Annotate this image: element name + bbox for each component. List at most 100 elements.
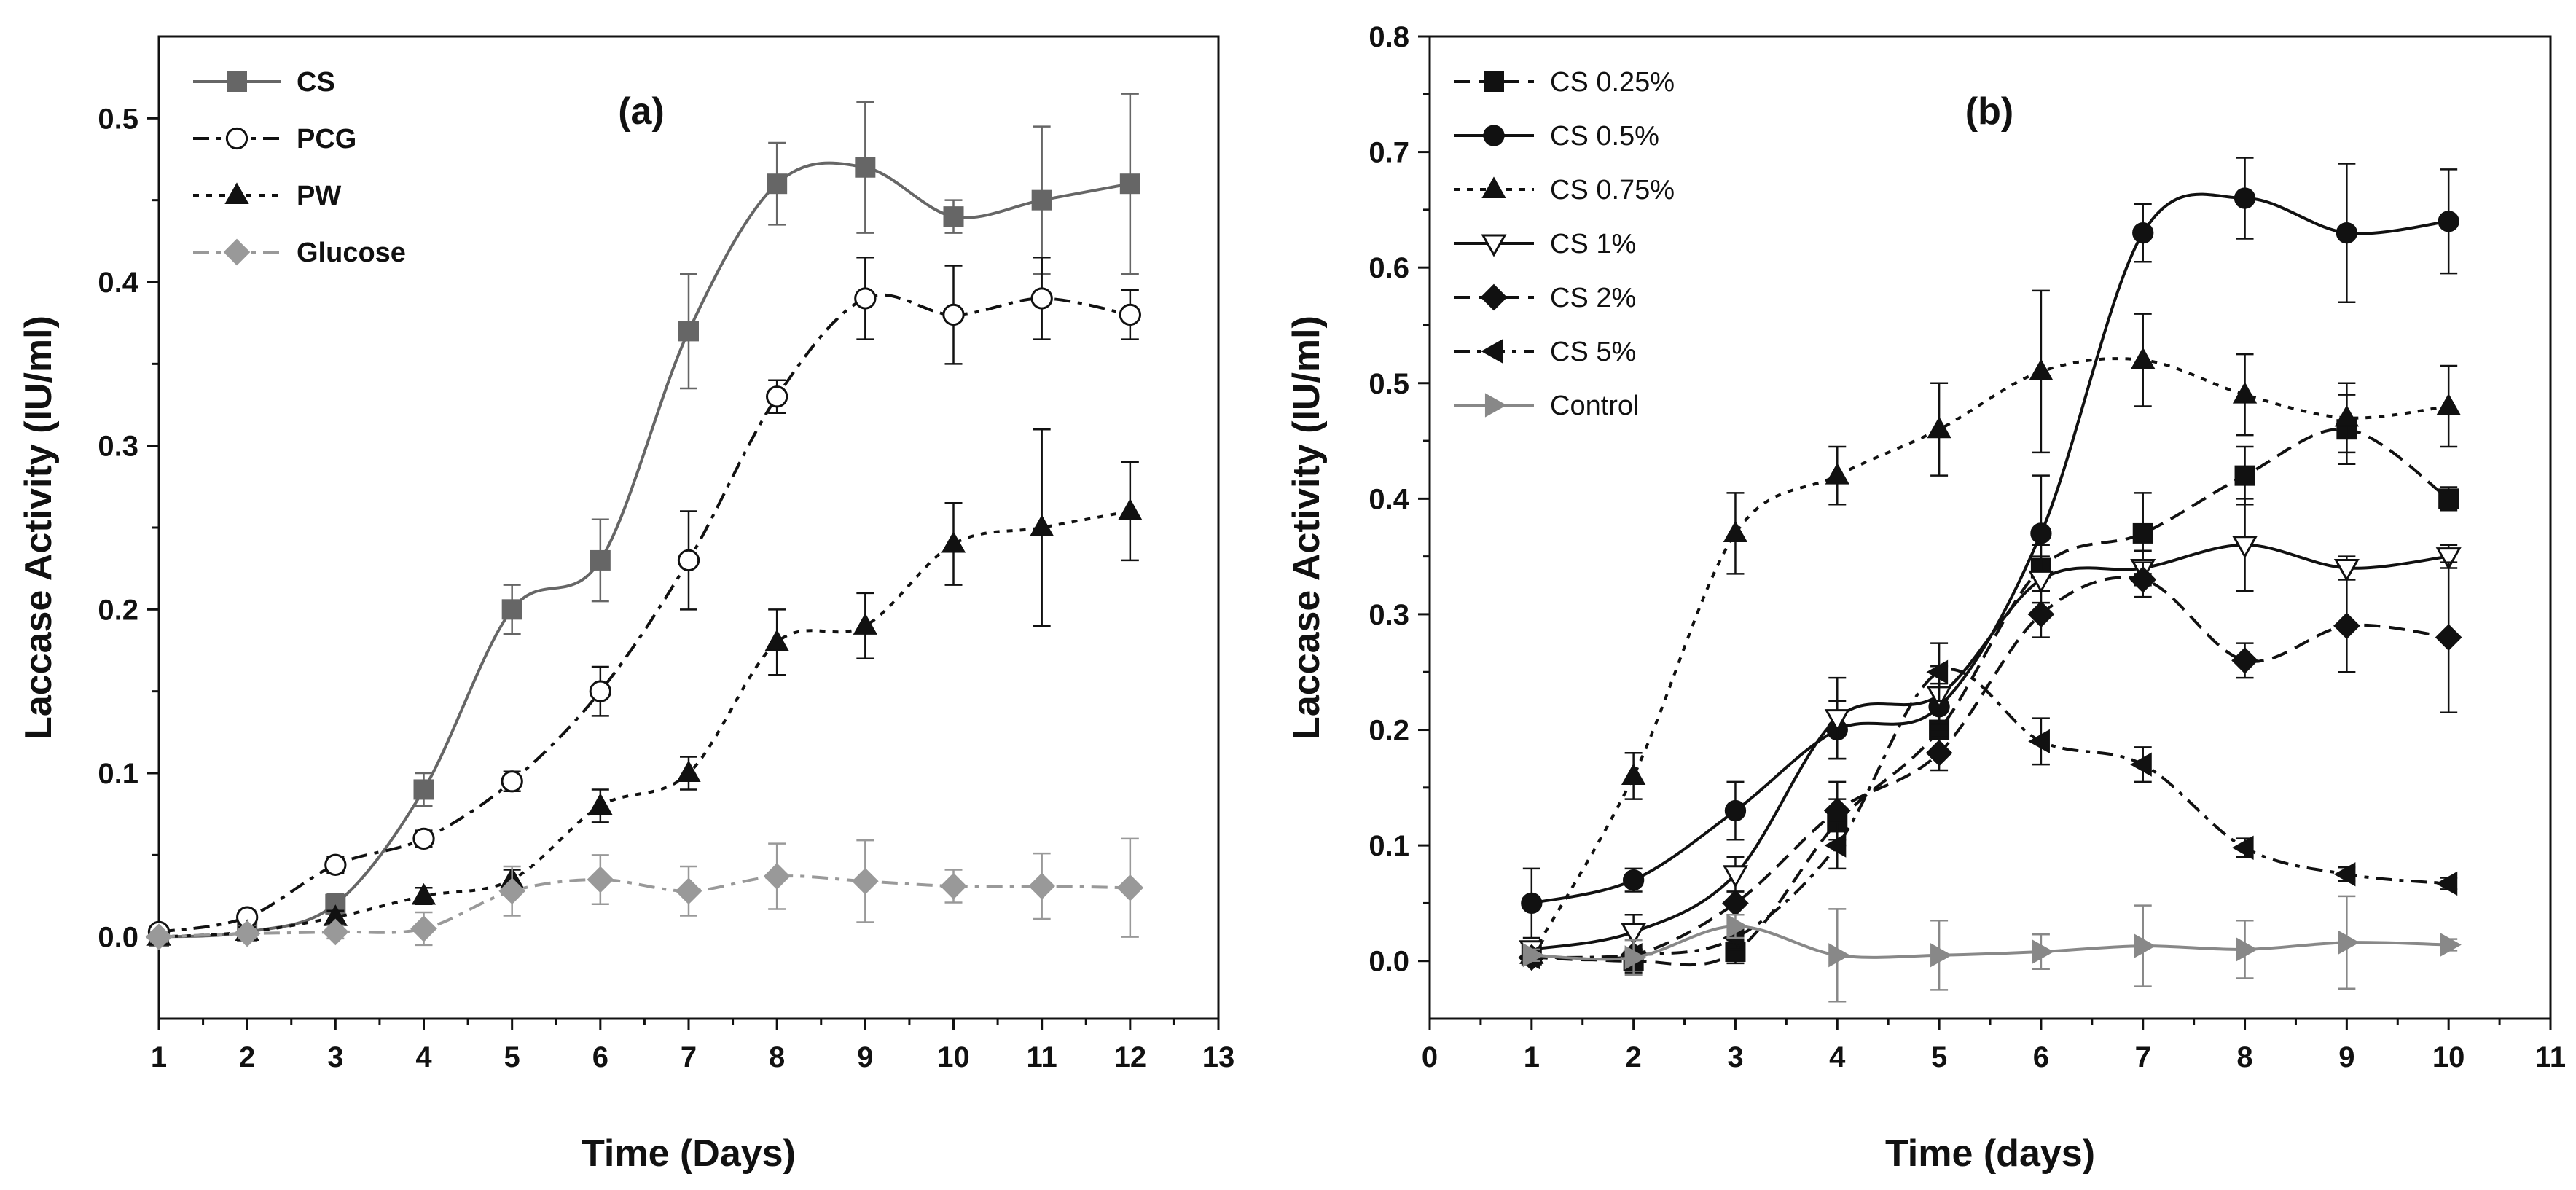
data-point bbox=[767, 173, 788, 195]
legend-marker bbox=[1481, 176, 1506, 199]
data-point bbox=[2336, 222, 2358, 244]
x-tick-label: 7 bbox=[681, 1041, 697, 1073]
panel-label: (a) bbox=[618, 90, 665, 133]
data-point bbox=[2231, 835, 2254, 860]
x-tick-label: 6 bbox=[2033, 1041, 2049, 1073]
data-point bbox=[1927, 416, 1951, 439]
data-point bbox=[1926, 659, 1949, 684]
data-point bbox=[2028, 570, 2054, 594]
data-point bbox=[590, 549, 611, 571]
legend-marker bbox=[227, 71, 247, 92]
data-point bbox=[2436, 393, 2461, 415]
data-point bbox=[763, 863, 791, 890]
data-point bbox=[677, 549, 700, 572]
data-point bbox=[1030, 514, 1054, 537]
data-point bbox=[1522, 943, 1545, 968]
legend-label: CS 0.25% bbox=[1550, 67, 1675, 98]
data-point bbox=[2234, 465, 2255, 486]
legend-label: CS 0.5% bbox=[1550, 121, 1659, 152]
data-point bbox=[2027, 600, 2055, 628]
series-line bbox=[1531, 668, 2449, 959]
series-line bbox=[1531, 925, 2449, 961]
series-line bbox=[1531, 192, 2449, 905]
data-point bbox=[2030, 522, 2052, 544]
legend-marker bbox=[1484, 71, 1504, 92]
legend-marker bbox=[225, 127, 248, 150]
y-tick-label: 0.0 bbox=[1369, 946, 1409, 978]
x-tick-label: 8 bbox=[769, 1041, 785, 1073]
data-point bbox=[1723, 520, 1748, 542]
data-point bbox=[589, 680, 611, 702]
data-point bbox=[1521, 892, 1543, 915]
data-point bbox=[1828, 943, 1850, 968]
data-point bbox=[1824, 709, 1850, 732]
data-point bbox=[588, 793, 613, 815]
x-tick-label: 3 bbox=[1727, 1041, 1743, 1073]
data-point bbox=[2129, 566, 2157, 593]
legend-entry: CS 0.25% bbox=[1454, 67, 1675, 98]
data-point bbox=[2130, 752, 2152, 777]
data-point bbox=[233, 920, 261, 947]
data-point bbox=[2435, 624, 2462, 651]
data-point bbox=[1930, 943, 1952, 968]
data-point bbox=[2435, 871, 2458, 896]
x-tick-label: 11 bbox=[2535, 1041, 2566, 1073]
legend-entry: CS 0.75% bbox=[1454, 175, 1675, 205]
series-line bbox=[1531, 427, 2450, 967]
y-tick-label: 0.2 bbox=[98, 594, 138, 626]
data-point bbox=[498, 877, 525, 905]
data-point bbox=[766, 385, 788, 408]
series-cs-5- bbox=[1519, 642, 2458, 970]
data-point bbox=[501, 599, 522, 620]
legend-marker bbox=[1484, 393, 1507, 418]
data-point bbox=[675, 877, 702, 905]
y-tick-label: 0.7 bbox=[1369, 137, 1409, 169]
data-point bbox=[853, 613, 877, 635]
series-line bbox=[158, 874, 1130, 939]
x-tick-label: 4 bbox=[1829, 1041, 1846, 1073]
series-line bbox=[158, 293, 1131, 933]
legend-marker bbox=[1483, 125, 1505, 146]
x-axis-title: Time (days) bbox=[1885, 1132, 2095, 1175]
legend-entry: CS 1% bbox=[1454, 229, 1636, 259]
y-tick-label: 0.5 bbox=[98, 103, 138, 135]
legend-label: Glucose bbox=[297, 238, 406, 268]
legend-marker bbox=[1480, 283, 1508, 311]
data-point bbox=[411, 882, 436, 905]
x-tick-label: 2 bbox=[239, 1041, 255, 1073]
legend-marker bbox=[224, 182, 249, 205]
series-cs-0-5- bbox=[1521, 157, 2459, 939]
data-point bbox=[940, 872, 967, 900]
x-tick-label: 7 bbox=[2135, 1041, 2151, 1073]
series-pw bbox=[146, 428, 1143, 946]
data-point bbox=[1724, 799, 1747, 822]
panel-label: (b) bbox=[1965, 90, 2013, 133]
legend-entry: CS 5% bbox=[1454, 337, 1636, 367]
series-cs-2- bbox=[1518, 561, 2462, 971]
data-point bbox=[942, 303, 965, 326]
data-point bbox=[943, 206, 964, 227]
legend-entry: PCG bbox=[193, 124, 356, 154]
data-point bbox=[2131, 347, 2156, 369]
data-point bbox=[678, 321, 699, 342]
y-tick-label: 0.8 bbox=[1369, 21, 1409, 53]
y-tick-label: 0.1 bbox=[98, 758, 138, 790]
series-glucose bbox=[145, 837, 1144, 950]
data-point bbox=[2236, 937, 2258, 962]
data-point bbox=[2232, 536, 2258, 559]
data-point bbox=[2333, 558, 2360, 582]
data-point bbox=[1118, 498, 1143, 520]
x-tick-label: 9 bbox=[2338, 1041, 2354, 1073]
data-point bbox=[412, 827, 435, 850]
data-point bbox=[676, 760, 701, 783]
legend-marker bbox=[1481, 339, 1503, 364]
x-tick-label: 9 bbox=[857, 1041, 873, 1073]
legend-label: CS 1% bbox=[1550, 229, 1636, 259]
data-point bbox=[1621, 763, 1646, 786]
y-tick-label: 0.1 bbox=[1369, 830, 1409, 862]
y-tick-label: 0.4 bbox=[1369, 483, 1409, 515]
y-tick-label: 0.0 bbox=[98, 922, 138, 954]
legend-entry: CS 0.5% bbox=[1454, 121, 1659, 152]
x-tick-label: 6 bbox=[592, 1041, 608, 1073]
